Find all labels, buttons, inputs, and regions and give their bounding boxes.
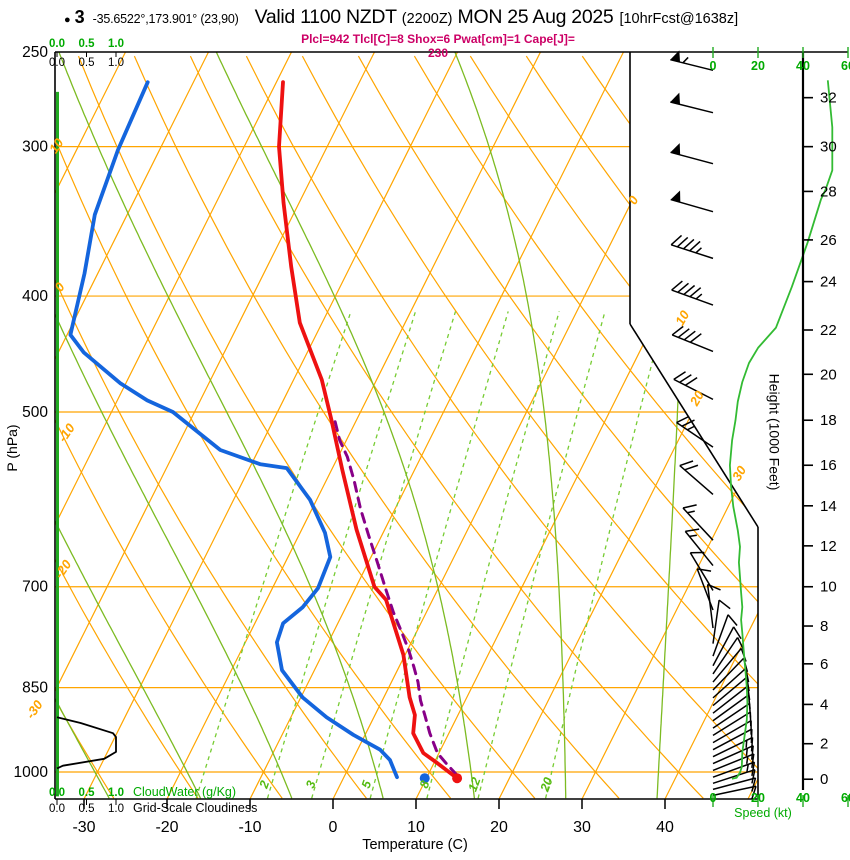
svg-text:4: 4 xyxy=(820,696,828,713)
svg-text:2: 2 xyxy=(820,736,828,753)
svg-text:10: 10 xyxy=(672,307,693,328)
svg-text:300: 300 xyxy=(22,139,48,156)
background-grid xyxy=(55,52,758,799)
chart-title: ● 3 -35.6522°,173.901° (23,90) Valid 110… xyxy=(64,6,738,29)
svg-text:12: 12 xyxy=(820,538,837,555)
svg-text:60: 60 xyxy=(841,791,850,805)
svg-text:16: 16 xyxy=(820,457,837,474)
surface-dewpoint-dot xyxy=(419,773,430,784)
svg-text:14: 14 xyxy=(820,498,837,515)
svg-text:0.0: 0.0 xyxy=(49,787,65,799)
svg-text:18: 18 xyxy=(820,412,837,429)
svg-text:30: 30 xyxy=(729,463,750,484)
cloud-scales: 0.0 0.0 0.0 0.0 0.5 0.5 0.5 0.5 1.0 1.0 1.0 1.0 Clou… xyxy=(49,38,257,815)
pressure-axis: 250 300 400 500 700 850 1000 xyxy=(14,44,49,781)
sounding-indices: Plcl=942 Tlcl[C]=8 Shox=6 Pwat[cm]=1 Cap… xyxy=(301,32,575,60)
svg-text:0.0: 0.0 xyxy=(49,57,65,69)
panel-border xyxy=(54,51,848,800)
svg-text:10: 10 xyxy=(407,819,425,836)
valid-time-utc: (2200Z) xyxy=(401,11,453,27)
temperature-curve xyxy=(277,80,460,781)
svg-text:28: 28 xyxy=(820,183,837,200)
svg-text:1.0: 1.0 xyxy=(108,787,124,799)
svg-text:30: 30 xyxy=(820,139,837,156)
station-id: 3 xyxy=(74,7,85,27)
svg-text:40: 40 xyxy=(796,59,810,73)
parcel-path-curve xyxy=(333,417,459,777)
svg-text:10: 10 xyxy=(820,579,837,596)
svg-text:20: 20 xyxy=(751,59,765,73)
svg-text:1.0: 1.0 xyxy=(108,803,124,815)
svg-text:60: 60 xyxy=(841,59,850,73)
svg-text:0.0: 0.0 xyxy=(49,38,65,50)
svg-text:500: 500 xyxy=(22,404,48,421)
cloudwater-legend: CloudWater (g/Kg) xyxy=(133,785,236,799)
svg-text:850: 850 xyxy=(22,680,48,697)
svg-text:-20: -20 xyxy=(155,819,178,836)
svg-text:30: 30 xyxy=(573,819,591,836)
wind-speed-profile xyxy=(729,80,834,780)
svg-text:0.5: 0.5 xyxy=(79,787,96,799)
station-coordinates: -35.6522°,173.901° (23,90) xyxy=(92,12,239,26)
svg-text:8: 8 xyxy=(417,779,433,790)
svg-text:0: 0 xyxy=(710,59,717,73)
svg-text:0: 0 xyxy=(625,193,642,207)
svg-text:400: 400 xyxy=(22,288,48,305)
dewpoint-curve xyxy=(68,80,399,780)
svg-text:0.5: 0.5 xyxy=(79,803,95,815)
height-axis-label: Height (1000 Feet) xyxy=(766,373,783,491)
forecast-tag: [10hrFcst@1638z] xyxy=(619,11,739,27)
speed-axis-label: Speed (kt) xyxy=(734,806,792,820)
svg-text:-10: -10 xyxy=(238,819,261,836)
svg-text:0.5: 0.5 xyxy=(79,38,96,50)
svg-text:6: 6 xyxy=(820,656,828,673)
svg-text:12: 12 xyxy=(465,775,483,793)
speed-scale: 00202040406060Speed (kt) xyxy=(710,47,850,820)
surface-markers xyxy=(419,773,463,784)
svg-text:3: 3 xyxy=(303,779,319,790)
svg-text:40: 40 xyxy=(796,791,810,805)
svg-text:0: 0 xyxy=(820,771,828,788)
svg-text:8: 8 xyxy=(820,618,828,635)
cloudiness-legend: Grid-Scale Cloudiness xyxy=(133,801,257,815)
svg-text:32: 32 xyxy=(820,90,837,107)
svg-text:40: 40 xyxy=(656,819,674,836)
temperature-axis-label: Temperature (C) xyxy=(362,837,468,853)
svg-text:22: 22 xyxy=(820,322,837,339)
svg-text:700: 700 xyxy=(22,579,48,596)
svg-text:20: 20 xyxy=(820,366,837,383)
svg-text:1.0: 1.0 xyxy=(108,38,124,50)
valid-time: Valid 1100 NZDT xyxy=(254,6,397,28)
surface-temp-dot xyxy=(452,773,463,784)
pressure-axis-label: P (hPa) xyxy=(4,424,20,472)
svg-text:0.5: 0.5 xyxy=(79,57,95,69)
svg-text:0: 0 xyxy=(329,819,338,836)
svg-text:5: 5 xyxy=(359,778,375,790)
svg-text:0.0: 0.0 xyxy=(49,803,65,815)
wind-barbs xyxy=(670,50,757,800)
svg-text:26: 26 xyxy=(820,232,837,249)
svg-text:1000: 1000 xyxy=(14,764,49,781)
svg-text:20: 20 xyxy=(490,819,508,836)
cloudiness-profile xyxy=(56,716,117,770)
valid-date: MON 25 Aug 2025 xyxy=(457,6,614,28)
svg-text:20: 20 xyxy=(751,791,765,805)
svg-text:250: 250 xyxy=(22,44,48,61)
temperature-axis: -30 -20 -10 0 10 20 30 40 Temperature (C) xyxy=(72,799,674,853)
svg-text:20: 20 xyxy=(537,775,555,794)
svg-text:0: 0 xyxy=(51,279,68,294)
svg-text:1.0: 1.0 xyxy=(108,57,124,69)
station-marker-icon: ● xyxy=(64,14,71,26)
svg-text:24: 24 xyxy=(820,274,837,291)
svg-text:-30: -30 xyxy=(72,819,95,836)
svg-text:-30: -30 xyxy=(23,697,47,722)
svg-text:20: 20 xyxy=(686,388,707,410)
svg-text:10: 10 xyxy=(46,135,67,156)
svg-text:0: 0 xyxy=(710,791,717,805)
